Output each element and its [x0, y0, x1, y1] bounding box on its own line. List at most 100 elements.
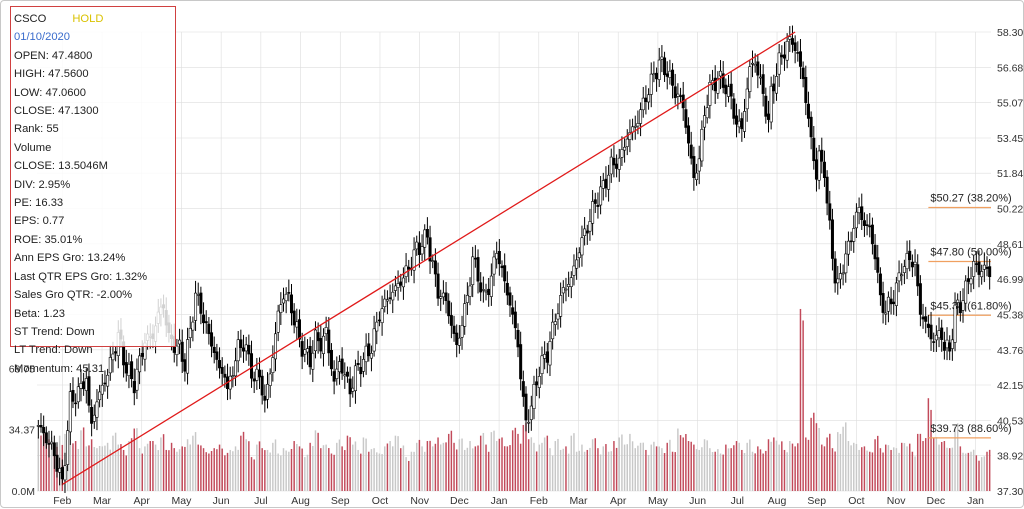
candle-body: [649, 73, 653, 95]
candle-body: [71, 390, 75, 402]
month-label: Nov: [410, 495, 429, 507]
volume-bar: [373, 448, 375, 491]
volume-bar: [869, 451, 871, 491]
volume-bar: [101, 446, 104, 491]
candle-body: [473, 257, 477, 260]
candle-body: [521, 381, 525, 397]
volume-bar: [786, 452, 788, 491]
candle-body: [972, 261, 976, 277]
candle-body: [639, 109, 643, 124]
volume-bar: [879, 448, 882, 491]
candle-body: [183, 359, 187, 372]
volume-bar: [487, 451, 490, 491]
volume-bar: [871, 452, 874, 491]
volume-bar: [250, 457, 253, 491]
volume-bar: [823, 446, 826, 491]
candle-body: [452, 325, 456, 334]
candle-body: [364, 345, 368, 363]
volume-bar: [298, 446, 301, 491]
month-label: Jan: [967, 495, 984, 507]
volume-bar: [783, 449, 786, 491]
candle-body: [623, 146, 627, 151]
candle-body: [399, 281, 403, 286]
price-tick-label: 45.38: [997, 309, 1023, 321]
volume-bar: [282, 448, 285, 491]
volume-bar: [90, 439, 93, 491]
candle-body: [524, 393, 528, 421]
candle-body: [74, 402, 78, 405]
volume-bar: [964, 453, 967, 491]
volume-bar: [562, 448, 565, 491]
candle-body: [894, 282, 898, 306]
candle-body: [785, 40, 789, 61]
candle-body: [465, 295, 469, 303]
candle-body: [926, 323, 930, 328]
candle-body: [918, 283, 922, 315]
volume-bar: [104, 445, 106, 491]
volume-bar: [946, 447, 948, 491]
volume-bar: [988, 449, 991, 491]
volume-bar: [365, 438, 367, 491]
volume-bar: [429, 440, 431, 491]
volume-bar: [639, 442, 642, 491]
candle-body: [569, 277, 573, 287]
volume-bar: [546, 435, 549, 491]
volume-bar: [754, 453, 756, 491]
candle-body: [556, 313, 560, 320]
candle-body: [825, 176, 829, 204]
volume-bar: [495, 441, 498, 491]
candle-body: [204, 321, 208, 324]
volume-bar: [493, 430, 495, 491]
volume-bar: [645, 449, 647, 491]
volume-bar: [671, 451, 674, 491]
volume-bar: [293, 441, 295, 491]
volume-bar: [727, 448, 730, 491]
volume-bar: [586, 449, 589, 491]
stat-high: HIGH: 47.5600: [14, 68, 89, 81]
volume-bar: [477, 445, 479, 491]
price-axis: 58.30 56.68 55.07 53.45 51.84 50.22 48.61 46.99…: [997, 27, 1023, 498]
candle-body: [481, 289, 485, 291]
volume-bar: [738, 442, 740, 491]
candle-body: [804, 77, 808, 103]
volume-bar: [349, 437, 351, 491]
candle-body: [625, 138, 629, 147]
candle-body: [239, 339, 243, 349]
volume-bar: [890, 449, 892, 491]
volume-bar: [288, 451, 290, 491]
volume-bar: [501, 437, 503, 491]
volume-bar: [658, 446, 660, 491]
volume-bar: [797, 443, 799, 491]
candle-body: [663, 57, 667, 76]
volume-bar: [202, 448, 205, 491]
candle-body: [796, 52, 800, 54]
candle-body: [215, 351, 219, 360]
volume-bar: [386, 443, 389, 491]
volume-bar: [642, 442, 644, 491]
volume-bar: [274, 439, 277, 491]
candle-body: [468, 285, 472, 297]
volume-bar: [85, 446, 88, 491]
volume-bar: [935, 437, 938, 491]
candle-body: [68, 391, 72, 433]
candle-body: [252, 378, 256, 382]
candle-body: [500, 265, 504, 269]
volume-bar: [378, 453, 381, 491]
candle-body: [463, 303, 467, 327]
candle-body: [287, 292, 291, 294]
candle-body: [492, 256, 496, 275]
candle-body: [721, 73, 725, 88]
volume-bar: [463, 449, 466, 491]
volume-bar: [418, 439, 421, 491]
candle-body: [108, 357, 112, 374]
candle-body: [860, 206, 864, 221]
candle-body: [329, 349, 333, 370]
candle-body: [343, 374, 347, 377]
candle-body: [103, 382, 107, 385]
volume-bar: [50, 437, 53, 491]
volume-bar: [128, 441, 130, 491]
candle-body: [87, 376, 91, 406]
candle-body: [753, 64, 757, 67]
volume-bar: [634, 448, 636, 491]
volume-bar: [581, 444, 583, 491]
